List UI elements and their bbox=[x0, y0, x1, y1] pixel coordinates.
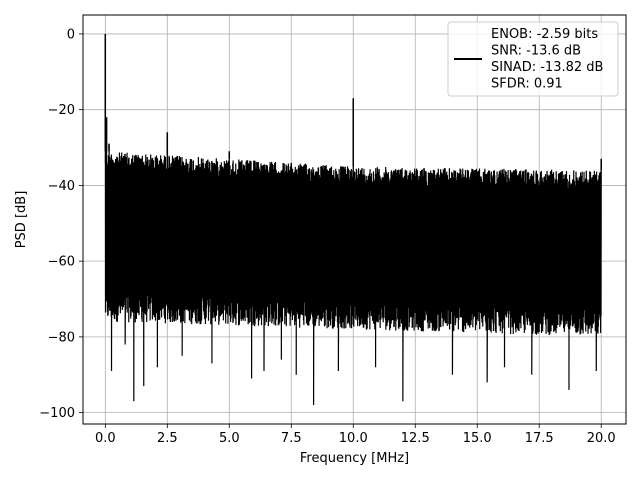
y-tick-label: −80 bbox=[48, 330, 75, 345]
x-tick-label: 5.0 bbox=[219, 431, 240, 446]
y-tick-label: 0 bbox=[67, 27, 75, 42]
legend-sinad: SINAD: -13.82 dB bbox=[491, 60, 603, 75]
legend-enob: ENOB: -2.59 bits bbox=[491, 27, 598, 42]
y-tick-label: −40 bbox=[48, 179, 75, 194]
legend-sfdr: SFDR: 0.91 bbox=[491, 77, 563, 92]
plot-frame bbox=[82, 14, 627, 425]
x-tick-label: 20.0 bbox=[587, 431, 616, 446]
x-tick-label: 7.5 bbox=[281, 431, 302, 446]
y-tick-label: −100 bbox=[39, 406, 75, 421]
y-axis-label: PSD [dB] bbox=[14, 191, 29, 249]
x-tick-label: 2.5 bbox=[157, 431, 178, 446]
legend: ENOB: -2.59 bits SNR: -13.6 dB SINAD: -1… bbox=[447, 21, 619, 97]
psd-line bbox=[104, 33, 602, 406]
legend-box bbox=[447, 21, 619, 97]
y-tick-label: −20 bbox=[48, 103, 75, 118]
psd-series bbox=[104, 33, 602, 406]
x-tick-label: 10.0 bbox=[339, 431, 368, 446]
x-axis-ticks: 0.0 2.5 5.0 7.5 10.0 12.5 15.0 17.5 20.0 bbox=[95, 424, 616, 446]
y-tick-label: −60 bbox=[48, 255, 75, 270]
x-axis-label: Frequency [MHz] bbox=[300, 451, 409, 466]
x-tick-label: 15.0 bbox=[463, 431, 492, 446]
x-tick-label: 12.5 bbox=[401, 431, 430, 446]
x-tick-label: 0.0 bbox=[95, 431, 116, 446]
y-axis-ticks: 0 −20 −40 −60 −80 −100 bbox=[39, 27, 83, 421]
x-tick-label: 17.5 bbox=[525, 431, 554, 446]
legend-snr: SNR: -13.6 dB bbox=[491, 44, 581, 59]
